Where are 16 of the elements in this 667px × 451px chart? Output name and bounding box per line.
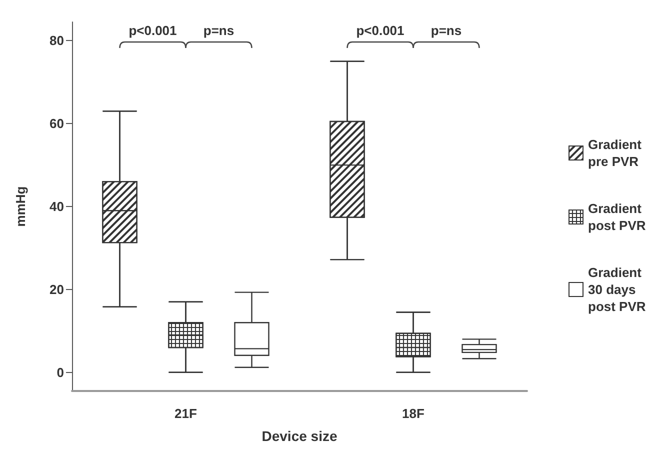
x-tick-label: 21F: [174, 406, 198, 421]
annotation: p<0.001: [356, 23, 404, 38]
y-tick-label: 0: [56, 364, 64, 380]
y-tick-label: 20: [50, 282, 64, 297]
legend-label: Gradient 30 days post PVR: [588, 265, 646, 314]
legend-label: Gradient post PVR: [588, 201, 646, 233]
annotation: p<0.001: [128, 23, 177, 38]
x-axis-title: Device size: [262, 428, 338, 444]
annotation: p=ns: [203, 23, 234, 38]
y-tick-label: 40: [50, 199, 64, 214]
y-tick-label: 60: [50, 116, 64, 132]
y-axis-title: mmHg: [13, 186, 28, 227]
annotation: p=ns: [430, 23, 462, 38]
x-tick-label: 18F: [402, 406, 425, 421]
legend-label: Gradient pre PVR: [588, 137, 646, 169]
y-tick-label: 80: [50, 33, 64, 48]
